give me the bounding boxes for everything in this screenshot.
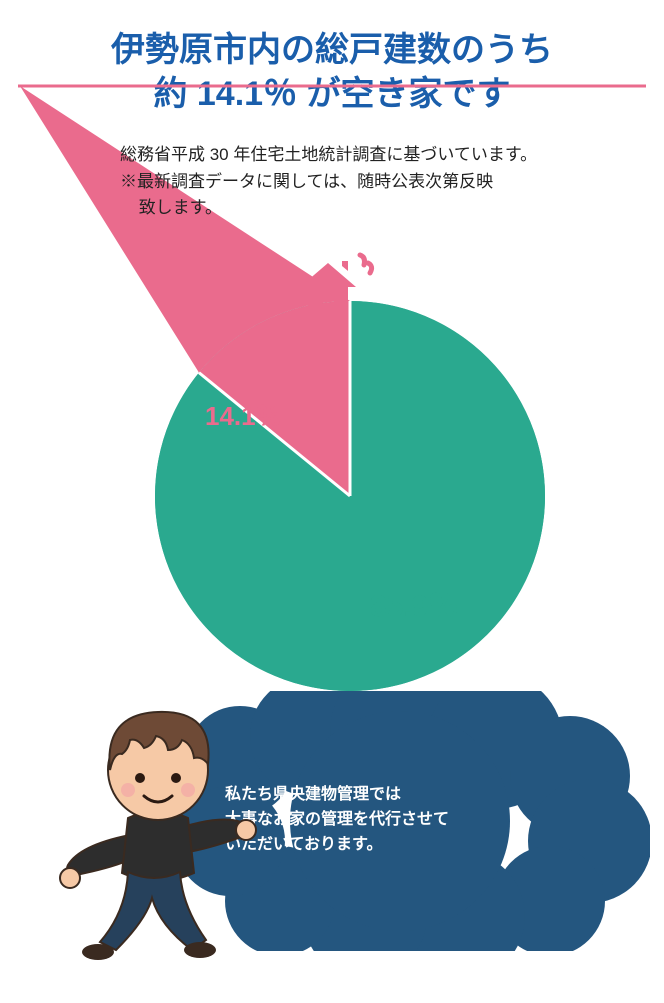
slice-label-big: 85.9％ bbox=[370, 581, 458, 625]
speech-bubble-text: 私たち県央建物管理では 大事なお家の管理を代行させて いただいております。 bbox=[225, 783, 615, 857]
bubble-line-2: 大事なお家の管理を代行させて bbox=[225, 811, 449, 828]
slice-label-small: 14.1％ bbox=[205, 396, 282, 433]
note-line-3: 致します。 bbox=[120, 195, 634, 221]
source-note: 総務省平成 30 年住宅土地統計調査に基づいています。 ※最新調査データに関して… bbox=[0, 128, 664, 221]
character-mascot-icon bbox=[58, 700, 258, 970]
note-line-2: ※最新調査データに関しては、随時公表次第反映 bbox=[120, 169, 634, 195]
pie-chart-region: 14.1％ 85.9％ bbox=[0, 221, 664, 691]
note-line-1: 総務省平成 30 年住宅土地統計調査に基づいています。 bbox=[120, 142, 634, 168]
